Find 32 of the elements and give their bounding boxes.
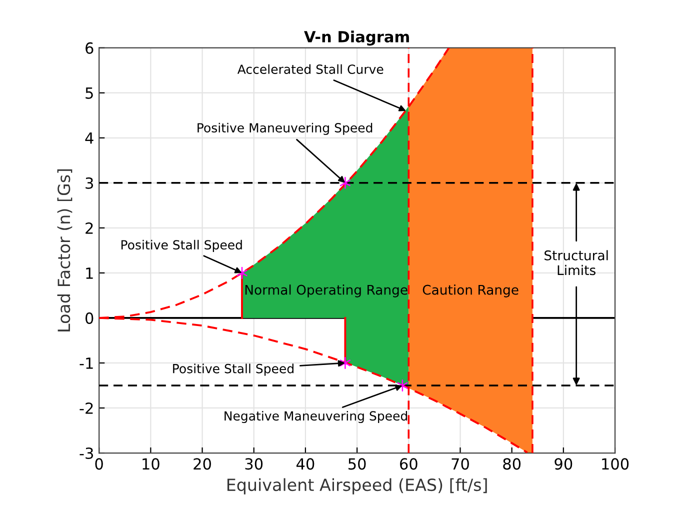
y-tick-label: 0 [86,312,94,324]
x-tick-label: 0 [95,458,103,470]
x-tick-label: 100 [602,458,629,470]
y-axis-title: Load Factor (n) [Gs] [57,169,72,332]
x-tick-label: 80 [503,458,521,470]
annotation: Caution Range [422,284,518,298]
x-tick-label: 60 [400,458,418,470]
y-tick-label: 3 [86,177,93,189]
annotation: Positive Stall Speed [121,240,242,252]
y-tick-label: 5 [86,88,93,99]
annotation: Negative Maneuvering Speed [224,410,408,424]
annotation: Structural Limits [544,250,608,276]
x-tick-label: 50 [348,458,366,470]
y-tick-label: -2 [80,402,93,414]
x-tick-label: 40 [296,458,314,470]
y-tick-label: 2 [86,222,93,234]
annotation: Positive Stall Speed [173,364,294,376]
y-tick-label: -1 [80,358,93,369]
annotation: Positive Maneuvering Speed [198,122,372,135]
y-tick-label: 6 [86,42,94,54]
y-tick-label: -3 [80,447,93,460]
y-tick-label: 4 [85,132,94,144]
annotation: Normal Operating Range [245,284,408,298]
x-tick-label: 30 [245,458,263,470]
x-axis-title: Equivalent Airspeed (EAS) [ft/s] [227,478,487,494]
x-tick-label: 20 [194,458,211,470]
x-tick-label: 70 [452,458,469,470]
x-tick-label: 10 [142,458,160,470]
annotation: Accelerated Stall Curve [237,64,384,74]
y-tick-label: 1 [86,268,93,279]
x-tick-label: 90 [554,458,572,470]
chart-title: V-n Diagram [304,30,409,46]
